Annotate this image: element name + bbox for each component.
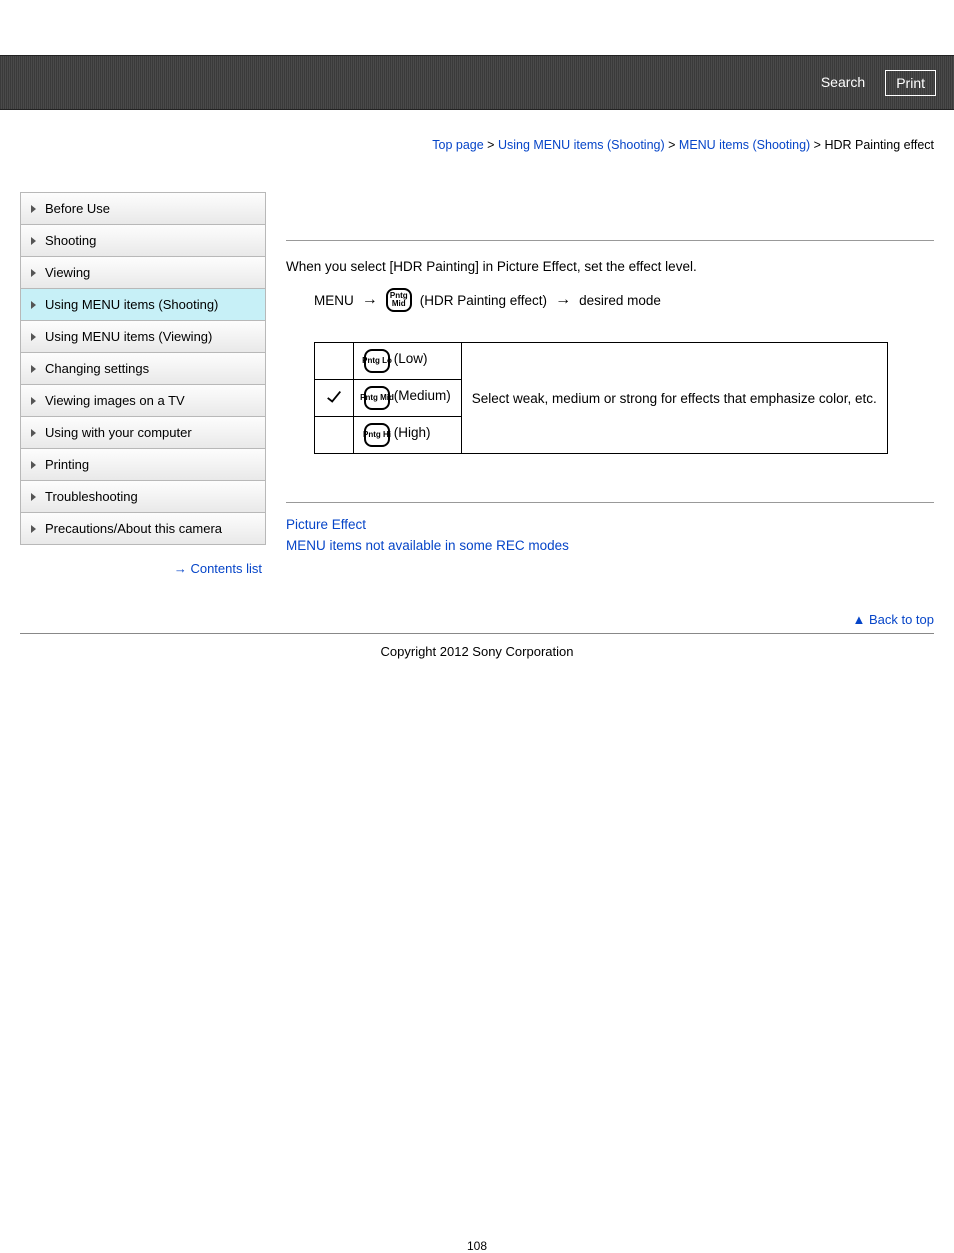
breadcrumb-link[interactable]: Top page (432, 138, 483, 152)
divider (286, 240, 934, 241)
sidebar-item[interactable]: Before Use (20, 192, 266, 225)
sidebar-item[interactable]: Viewing images on a TV (20, 385, 266, 417)
related-link[interactable]: Picture Effect (286, 517, 934, 532)
triangle-up-icon: ▲ (852, 612, 865, 627)
page-number: 108 (0, 699, 954, 1253)
option-cell: Pntg Lo (Low) (354, 343, 462, 380)
menu-path: MENU → Pntg Mid (HDR Painting effect) → … (314, 288, 934, 312)
breadcrumb-current: HDR Painting effect (824, 138, 934, 152)
selected-cell (315, 380, 354, 417)
header-buttons: Search Print (811, 70, 936, 96)
sidebar-item[interactable]: Using MENU items (Viewing) (20, 321, 266, 353)
sidebar-item[interactable]: Changing settings (20, 353, 266, 385)
description-cell: Select weak, medium or strong for effect… (461, 343, 887, 454)
breadcrumb-sep: > (665, 138, 679, 152)
option-label: (High) (390, 425, 431, 440)
copyright-text: Copyright 2012 Sony Corporation (0, 634, 954, 699)
breadcrumb-sep: > (484, 138, 498, 152)
sidebar-item[interactable]: Shooting (20, 225, 266, 257)
selected-cell (315, 417, 354, 454)
check-icon (325, 388, 343, 406)
mode-icon: Pntg Lo (364, 349, 390, 373)
mode-icon: Pntg Hi (364, 423, 390, 447)
arrow-icon: → (555, 291, 571, 309)
related-link[interactable]: MENU items not available in some REC mod… (286, 538, 934, 553)
print-button[interactable]: Print (885, 70, 936, 96)
breadcrumb-link[interactable]: Using MENU items (Shooting) (498, 138, 665, 152)
table-row: Pntg Lo (Low)Select weak, medium or stro… (315, 343, 888, 380)
back-to-top-link[interactable]: Back to top (869, 612, 934, 627)
sidebar-item[interactable]: Precautions/About this camera (20, 513, 266, 545)
option-cell: Pntg Hi (High) (354, 417, 462, 454)
search-button[interactable]: Search (811, 70, 875, 96)
arrow-icon: → (362, 291, 378, 309)
option-cell: Pntg Mid (Medium) (354, 380, 462, 417)
breadcrumb-link[interactable]: MENU items (Shooting) (679, 138, 810, 152)
sidebar-item[interactable]: Printing (20, 449, 266, 481)
path-desired: desired mode (579, 293, 661, 308)
related-topics: Picture Effect MENU items not available … (286, 517, 934, 553)
header-bar: Search Print (0, 55, 954, 110)
option-label: (Medium) (390, 388, 451, 403)
path-step: (HDR Painting effect) (420, 293, 547, 308)
contents-list-link[interactable]: → Contents list (20, 545, 266, 576)
sidebar-item[interactable]: Troubleshooting (20, 481, 266, 513)
menu-label: MENU (314, 293, 354, 308)
intro-text: When you select [HDR Painting] in Pictur… (286, 259, 934, 274)
modes-table: Pntg Lo (Low)Select weak, medium or stro… (314, 342, 888, 454)
hdr-mid-icon: Pntg Mid (386, 288, 412, 312)
sidebar-item[interactable]: Using MENU items (Shooting) (20, 289, 266, 321)
option-label: (Low) (390, 351, 428, 366)
contents-list-label[interactable]: Contents list (190, 561, 262, 576)
selected-cell (315, 343, 354, 380)
breadcrumb-sep: > (810, 138, 824, 152)
breadcrumb: Top page > Using MENU items (Shooting) >… (0, 110, 954, 152)
sidebar-item[interactable]: Using with your computer (20, 417, 266, 449)
back-to-top[interactable]: ▲ Back to top (0, 576, 954, 633)
arrow-right-icon: → (174, 561, 187, 576)
mode-icon: Pntg Mid (364, 386, 390, 410)
sidebar-item[interactable]: Viewing (20, 257, 266, 289)
sidebar: Before UseShootingViewingUsing MENU item… (20, 192, 266, 576)
divider (286, 502, 934, 503)
main-content: When you select [HDR Painting] in Pictur… (286, 162, 934, 576)
